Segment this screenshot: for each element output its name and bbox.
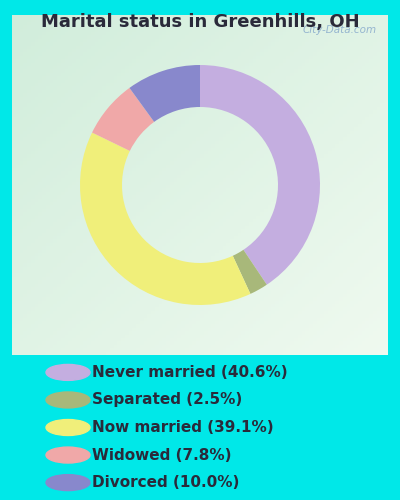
- Text: Separated (2.5%): Separated (2.5%): [92, 392, 242, 407]
- Wedge shape: [130, 65, 200, 122]
- Wedge shape: [80, 132, 250, 305]
- Text: Now married (39.1%): Now married (39.1%): [92, 420, 274, 435]
- Wedge shape: [200, 65, 320, 284]
- Text: City-Data.com: City-Data.com: [302, 25, 377, 35]
- Circle shape: [46, 364, 90, 380]
- Circle shape: [46, 447, 90, 463]
- Circle shape: [46, 474, 90, 490]
- Text: Widowed (7.8%): Widowed (7.8%): [92, 448, 232, 462]
- Text: Never married (40.6%): Never married (40.6%): [92, 365, 288, 380]
- Text: Marital status in Greenhills, OH: Marital status in Greenhills, OH: [41, 12, 359, 30]
- Wedge shape: [92, 88, 154, 151]
- Circle shape: [46, 420, 90, 436]
- Text: Divorced (10.0%): Divorced (10.0%): [92, 475, 239, 490]
- Wedge shape: [233, 250, 267, 294]
- Circle shape: [46, 392, 90, 408]
